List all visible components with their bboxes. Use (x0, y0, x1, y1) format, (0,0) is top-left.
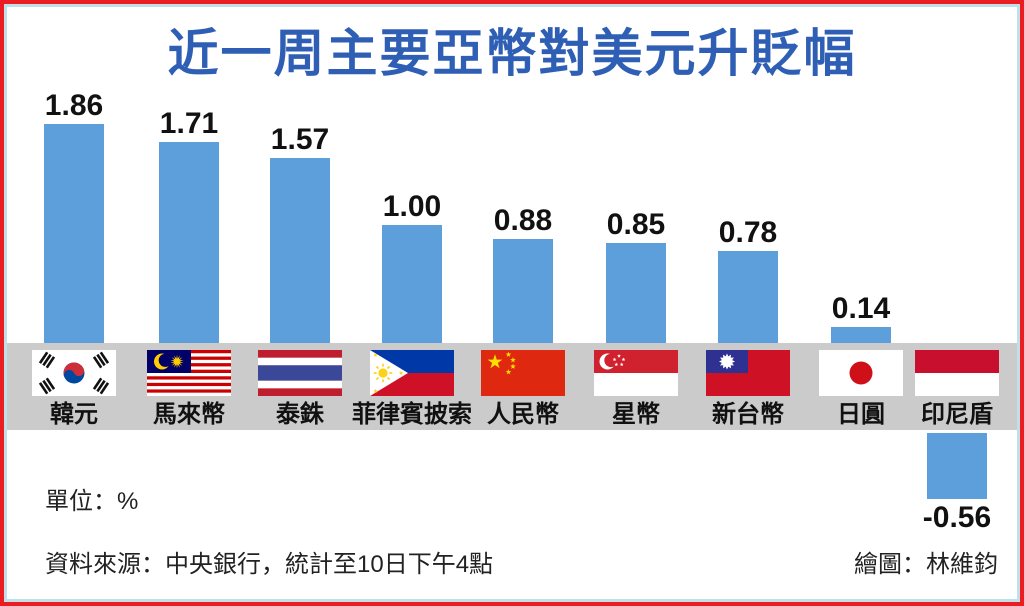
category-label: 菲律賓披索 (352, 401, 472, 428)
bar (44, 124, 104, 343)
bar-value-label: 1.00 (382, 190, 442, 223)
inner-panel: 近一周主要亞幣對美元升貶幅 1.86 韓元 1.71 馬來幣 1.57 泰銖 1.00 菲律賓… (4, 4, 1020, 602)
flag-taiwan-icon (706, 350, 790, 396)
bar-value-label: 1.71 (159, 107, 219, 140)
flag-south-korea-icon (32, 350, 116, 396)
bar-chart: 1.86 韓元 1.71 馬來幣 1.57 泰銖 1.00 菲律賓披索 0.88 人民幣 0.85 星… (7, 7, 1017, 599)
flag-japan-icon (819, 350, 903, 396)
flag-philippines-icon (370, 350, 454, 396)
flag-china-icon (481, 350, 565, 396)
category-label: 泰銖 (276, 401, 324, 428)
flag-malaysia-icon (147, 350, 231, 396)
bar (606, 243, 666, 343)
bar (831, 327, 891, 343)
category-label: 人民幣 (487, 401, 559, 428)
category-label: 日圓 (837, 401, 885, 428)
bar-value-label: 1.86 (44, 89, 104, 122)
bar-value-label: 0.78 (718, 216, 778, 249)
chart-title: 近一周主要亞幣對美元升貶幅 (167, 25, 857, 82)
bar (382, 225, 442, 343)
category-label: 星幣 (612, 401, 660, 428)
bar (270, 158, 330, 343)
bar-value-label: 0.88 (493, 204, 553, 237)
bar (927, 433, 987, 499)
bar-value-label: 1.57 (270, 123, 330, 156)
credit-note: 繪圖：林維鈞 (854, 551, 998, 578)
unit-note: 單位：% (45, 488, 139, 515)
bar-value-label: 0.85 (606, 208, 666, 241)
source-note: 資料來源：中央銀行，統計至10日下午4點 (45, 551, 494, 578)
bar-value-label: -0.56 (922, 501, 992, 534)
category-label: 印尼盾 (921, 401, 993, 428)
category-label: 新台幣 (712, 401, 784, 428)
content-area: 近一周主要亞幣對美元升貶幅 1.86 韓元 1.71 馬來幣 1.57 泰銖 1.00 菲律賓… (7, 7, 1017, 599)
bar (718, 251, 778, 343)
category-label: 韓元 (50, 401, 98, 428)
category-label: 馬來幣 (153, 401, 225, 428)
flag-singapore-icon (594, 350, 678, 396)
bar (159, 142, 219, 343)
flag-indonesia-icon (915, 350, 999, 396)
flag-thailand-icon (258, 350, 342, 396)
bar-value-label: 0.14 (831, 292, 891, 325)
bar (493, 239, 553, 343)
